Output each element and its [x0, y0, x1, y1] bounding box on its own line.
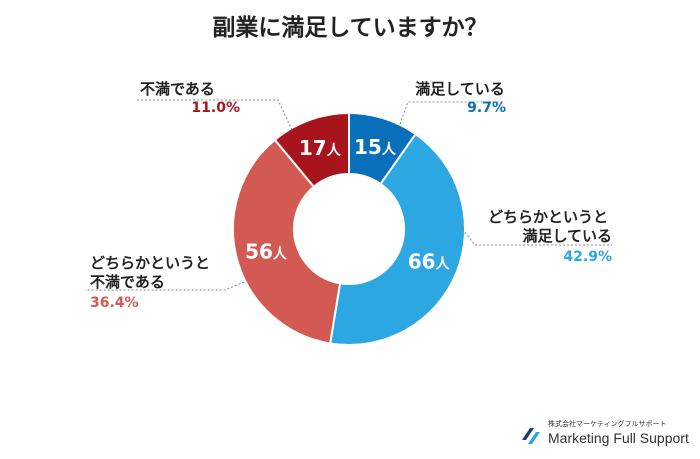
label-dissatisfied-text: 不満である — [140, 80, 215, 98]
label-somewhat-dissatisfied: どちらかというと 不満である 36.4% — [90, 254, 220, 313]
label-dissatisfied: 不満である 11.0% — [140, 80, 240, 118]
brand-company-name: 株式会社マーケティングフルサポート — [548, 420, 667, 428]
donut-slice-3 — [232, 138, 342, 345]
label-somewhat-dissatisfied-line2: 不満である — [90, 273, 165, 291]
label-satisfied: 満足している 9.7% — [414, 80, 506, 118]
donut-slice-4 — [273, 111, 350, 189]
slice-count-label-3: 56人 — [245, 240, 288, 264]
label-somewhat-satisfied-line1: どちらかというと — [488, 208, 609, 226]
slice-count-label-1: 15人 — [354, 135, 397, 159]
label-satisfied-text: 満足している — [415, 80, 505, 98]
label-somewhat-satisfied-line2: 満足している — [522, 227, 612, 245]
brand-logo-icon — [522, 428, 540, 444]
label-somewhat-satisfied-percent: 42.9% — [563, 249, 612, 265]
leader-line-somewhat-dissatisfied — [85, 281, 245, 291]
label-somewhat-dissatisfied-line1: どちらかというと — [90, 254, 211, 272]
chart-title: 副業に満足していますか？ — [212, 15, 488, 41]
label-satisfied-percent: 9.7% — [467, 100, 506, 116]
slice-count-label-2: 66人 — [408, 250, 451, 274]
brand-name: Marketing Full Support — [548, 430, 689, 446]
label-somewhat-satisfied: どちらかというと 満足している 42.9% — [488, 208, 612, 267]
slice-count-label-4: 17人 — [299, 136, 342, 160]
donut-slice-2 — [329, 132, 466, 346]
label-somewhat-dissatisfied-percent: 36.4% — [90, 295, 139, 311]
leader-line-somewhat-satisfied — [454, 219, 612, 246]
leader-line-dissatisfied — [135, 99, 293, 131]
label-dissatisfied-percent: 11.0% — [191, 100, 240, 116]
brand-logo: 株式会社マーケティングフルサポート Marketing Full Support — [520, 418, 695, 454]
